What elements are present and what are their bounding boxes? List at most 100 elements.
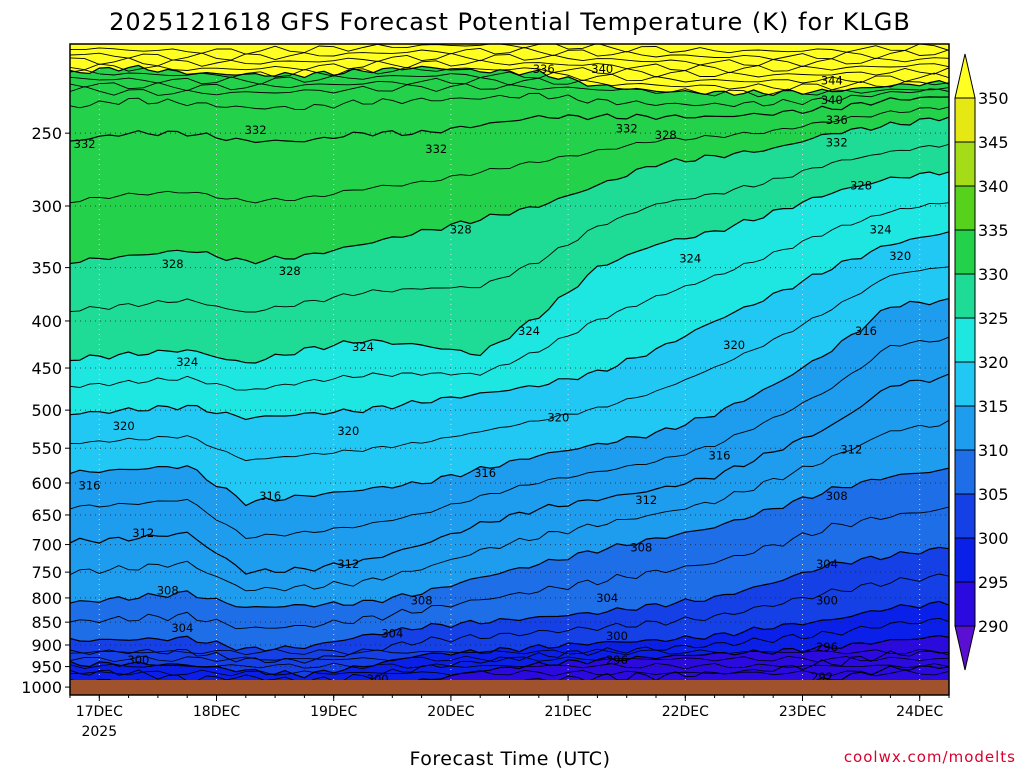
x-tick-label: 23DEC xyxy=(779,704,826,720)
y-tick-label: 300 xyxy=(31,197,62,216)
contour-line-minor xyxy=(70,573,949,664)
contour-label: 320 xyxy=(547,410,569,424)
colorbar-label: 295 xyxy=(978,573,1009,592)
contour-label: 332 xyxy=(616,121,638,135)
contour-label: 332 xyxy=(826,136,848,150)
contour-label: 320 xyxy=(337,424,359,438)
y-tick-label: 350 xyxy=(31,259,62,278)
contour-label: 320 xyxy=(723,338,745,352)
x-tick-label: 21DEC xyxy=(544,704,591,720)
contour-label: 316 xyxy=(855,324,877,338)
contour-line-minor xyxy=(70,506,949,630)
contour-line-336 xyxy=(70,64,949,97)
x-tick-label: 19DEC xyxy=(310,704,357,720)
y-tick-label: 900 xyxy=(31,636,62,655)
contour-line-minor xyxy=(70,202,949,391)
contour-line-312 xyxy=(70,373,949,575)
y-tick-label: 400 xyxy=(31,312,62,331)
contour-line-surface xyxy=(70,648,949,656)
contour-label: 304 xyxy=(171,621,193,635)
contour-line-surface xyxy=(70,669,949,677)
contour-label: 328 xyxy=(450,222,472,236)
contour-line-320 xyxy=(70,231,949,421)
contour-label: 316 xyxy=(709,448,731,462)
contour-line-minor xyxy=(70,419,949,592)
contour-line-328 xyxy=(70,116,949,265)
contour-label: 316 xyxy=(474,466,496,480)
contour-label: 328 xyxy=(162,257,184,271)
y-tick-label: 450 xyxy=(31,359,62,378)
contour-label: 304 xyxy=(381,627,403,641)
colorbar-swatch xyxy=(955,582,975,626)
filled-contours xyxy=(70,44,949,695)
contour-label: 308 xyxy=(157,583,179,597)
contour-line-minor xyxy=(70,88,949,110)
y-tick-label: 750 xyxy=(31,563,62,582)
x-tick-label: 18DEC xyxy=(193,704,240,720)
colorbar-swatch xyxy=(955,318,975,362)
contour-line-minor xyxy=(70,106,949,204)
contour-label: 300 xyxy=(127,653,149,667)
contour-line-minor xyxy=(70,143,949,313)
colorbar-swatch xyxy=(955,142,975,186)
contour-line-upper xyxy=(70,77,949,92)
contour-label: 328 xyxy=(279,264,301,278)
contour-label: 296 xyxy=(606,653,628,667)
colorbar-swatch xyxy=(955,274,975,318)
colorbar-swatch xyxy=(955,450,975,494)
x-tick-label: 24DEC xyxy=(896,704,943,720)
contour-line-upper xyxy=(70,52,949,68)
contour-label: 344 xyxy=(821,73,843,87)
y-tick-label: 250 xyxy=(31,124,62,143)
colorbar-label: 300 xyxy=(978,529,1009,548)
y-tick-label: 700 xyxy=(31,536,62,555)
x-axis: 17DEC 2025 18DEC 19DEC 20DEC 21DEC 22DEC 23DEC 2… xyxy=(69,695,950,740)
contour-label: 300 xyxy=(816,593,838,607)
colorbar-label: 335 xyxy=(978,221,1009,240)
x-tick-sublabel: 2025 xyxy=(81,724,117,740)
y-tick-label: 1000 xyxy=(21,678,62,697)
colorbar-swatch xyxy=(955,98,975,142)
contour-line-upper xyxy=(70,44,949,55)
contour-label: 300 xyxy=(606,629,628,643)
contour-label: 324 xyxy=(352,340,374,354)
contour-label: 316 xyxy=(259,489,281,503)
colorbar-swatch xyxy=(955,406,975,450)
contour-labels: 332 332 332 332 328 332 336 340 344 340 336 328 328 3… xyxy=(74,62,911,686)
contour-label: 296 xyxy=(816,640,838,654)
contour-line-surface xyxy=(70,655,949,663)
colorbar: 290 295 300 305 310 315 320 325 330 335 340 345 350 xyxy=(954,53,1009,671)
x-axis-title: Forecast Time (UTC) xyxy=(410,748,611,768)
contour-line-324 xyxy=(70,171,949,364)
x-tick-label: 17DEC xyxy=(76,704,123,720)
y-tick-label: 800 xyxy=(31,589,62,608)
y-tick-label: 550 xyxy=(31,439,62,458)
contour-line-308 xyxy=(70,467,949,609)
contour-label: 312 xyxy=(635,493,657,507)
x-tick-label: 20DEC xyxy=(427,704,474,720)
contour-label: 336 xyxy=(533,62,555,76)
contour-label: 304 xyxy=(596,591,618,605)
ground-band xyxy=(70,680,949,695)
contour-label: 332 xyxy=(245,123,267,137)
colorbar-label: 340 xyxy=(978,177,1009,196)
contour-line-332 xyxy=(70,96,949,144)
colorbar-label: 330 xyxy=(978,265,1009,284)
contour-label: 324 xyxy=(518,324,540,338)
contour-label: 316 xyxy=(79,479,101,493)
contour-line-316 xyxy=(70,298,949,507)
contour-line-minor xyxy=(70,266,949,462)
contour-line-304 xyxy=(70,546,949,652)
y-axis: 250 300 350 400 450 500 550 600 650 700 750 800 850 9… xyxy=(21,124,70,697)
contour-label: 328 xyxy=(655,128,677,142)
contour-label: 320 xyxy=(889,249,911,263)
contour-label: 304 xyxy=(816,557,838,571)
y-tick-label: 850 xyxy=(31,613,62,632)
credit-text: coolwx.com/modelts xyxy=(844,748,1016,766)
contour-label: 324 xyxy=(176,355,198,369)
contour-label: 324 xyxy=(679,251,701,265)
contour-label: 312 xyxy=(840,443,862,457)
contour-label: 312 xyxy=(132,526,154,540)
